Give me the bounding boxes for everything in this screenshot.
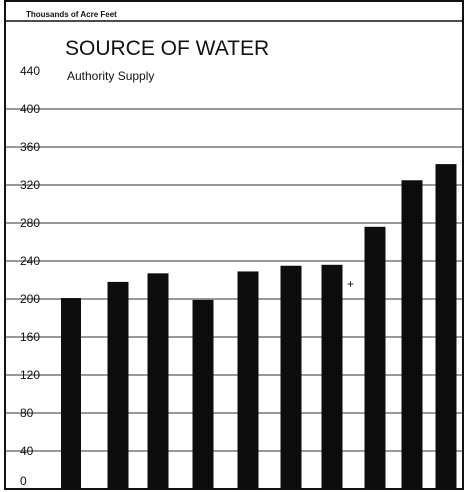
y-tick-label: 200: [20, 292, 40, 306]
y-tick-label: 120: [20, 368, 40, 382]
y-tick-label: 360: [20, 140, 40, 154]
unit-label: Thousands of Acre Feet: [26, 10, 117, 19]
bar: [401, 180, 423, 489]
bar: [192, 299, 214, 489]
bars: [61, 164, 457, 490]
y-tick-label: 80: [20, 406, 34, 420]
y-tick-label: 40: [20, 444, 34, 458]
bar: [147, 273, 169, 489]
bar: [364, 226, 386, 490]
marker-plus: +: [347, 277, 354, 291]
chart-title: SOURCE OF WATER: [65, 37, 269, 60]
y-tick-label: 0: [20, 474, 27, 488]
bar: [321, 264, 343, 489]
y-tick-label: 440: [20, 64, 40, 78]
y-tick-label: 320: [20, 178, 40, 192]
bar: [237, 271, 259, 489]
gridlines: [5, 108, 463, 452]
y-tick-label: 280: [20, 216, 40, 230]
y-tick-label: 400: [20, 102, 40, 116]
y-tick-label: 160: [20, 330, 40, 344]
y-tick-labels: 0 40 80 120 160 200 240 280 320 360 400 440: [20, 64, 40, 488]
bar: [435, 164, 457, 489]
bar: [107, 281, 129, 489]
y-tick-label: 240: [20, 254, 40, 268]
bar: [280, 265, 302, 489]
chart-subtitle: Authority Supply: [67, 69, 154, 83]
bar: [61, 298, 81, 489]
plot-frame: [4, 0, 464, 490]
